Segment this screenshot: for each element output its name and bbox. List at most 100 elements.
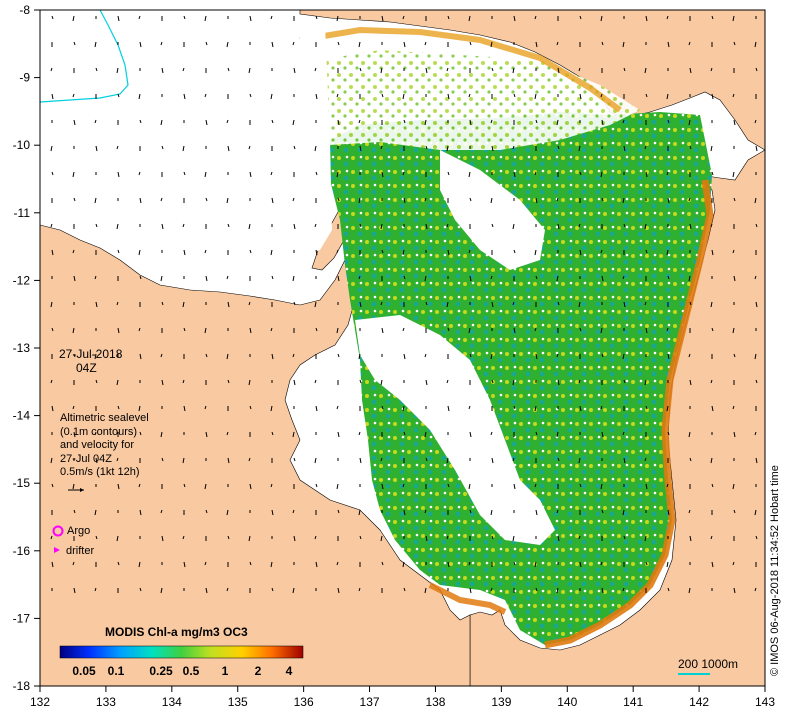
velocity-arrow [755,457,758,464]
velocity-arrow [601,353,604,358]
velocity-arrow [337,353,340,358]
velocity-arrow [491,145,494,152]
drifter-symbol [54,547,60,553]
velocity-arrow [688,431,691,438]
velocity-arrow [72,327,75,334]
velocity-arrow [381,93,384,98]
velocity-arrow [359,67,362,72]
velocity-arrow [381,483,384,490]
velocity-arrow [226,431,229,436]
velocity-arrow [248,145,251,150]
velocity-arrow [403,509,406,516]
velocity-arrow [293,223,296,230]
velocity-arrow [381,327,384,334]
velocity-arrow [622,119,625,124]
velocity-arrow [161,457,164,462]
velocity-arrow [733,197,736,202]
velocity-arrow [314,223,317,228]
cloud-gap [355,315,555,545]
velocity-arrow [227,301,230,308]
velocity-arrow [204,405,207,410]
velocity-arrow [601,119,604,126]
velocity-arrow [644,379,647,386]
velocity-arrow [623,67,626,72]
velocity-arrow [689,67,692,74]
velocity-arrow [249,249,252,254]
velocity-arrow [556,275,559,282]
velocity-arrow [469,509,472,514]
x-tick-label: 140 [557,695,577,709]
velocity-arrow [271,509,274,516]
velocity-arrow [139,431,142,436]
velocity-arrow [710,457,713,464]
velocity-arrow [666,171,669,176]
velocity-arrow [490,275,493,280]
velocity-arrow [534,561,537,568]
velocity-arrow [623,457,626,464]
velocity-arrow [667,353,670,360]
velocity-arrow [358,587,361,592]
colorbar-label: 2 [255,664,262,678]
velocity-arrow [182,67,185,72]
velocity-arrow [600,171,603,178]
velocity-arrow [292,509,295,514]
x-tick-label: 133 [96,695,116,709]
velocity-arrow [117,561,120,566]
velocity-arrow [535,509,538,516]
velocity-arrow [380,145,383,150]
velocity-arrow [293,535,296,542]
velocity-arrow [51,405,54,412]
velocity-arrow [688,587,691,594]
velocity-arrow [732,405,735,410]
velocity-arrow [293,67,296,74]
velocity-arrow [358,41,361,48]
velocity-arrow [535,41,538,48]
velocity-arrow [645,483,648,490]
velocity-arrow [425,67,428,74]
velocity-arrow [754,353,757,360]
velocity-arrow [160,119,163,126]
velocity-arrow [644,301,647,306]
velocity-arrow [600,327,603,334]
velocity-arrow [380,379,383,386]
velocity-arrow [292,41,295,46]
velocity-arrow [601,197,604,202]
velocity-arrow [116,67,119,74]
velocity-arrow [622,275,625,280]
velocity-arrow [95,379,98,384]
velocity-arrow [336,171,339,178]
velocity-arrow [182,145,185,152]
velocity-arrow [666,405,669,412]
velocity-arrow [490,41,493,48]
legend-drifter-label: drifter [66,545,95,557]
velocity-arrow [733,353,736,358]
velocity-arrow [293,301,296,306]
velocity-arrow [754,275,757,280]
velocity-arrow [336,405,339,410]
velocity-arrow [248,67,251,74]
velocity-arrow [183,327,186,332]
velocity-arrow [205,119,208,126]
velocity-arrow [447,93,450,100]
y-tick-label: -10 [13,138,31,152]
velocity-arrow [733,431,736,438]
velocity-arrow [711,93,714,100]
velocity-arrow [578,223,581,228]
velocity-arrow [468,93,471,98]
velocity-arrow [336,561,339,566]
velocity-arrow [754,509,757,516]
velocity-arrow [336,15,339,22]
colorbar-label: 0.05 [72,664,96,678]
velocity-arrow [469,353,472,358]
velocity-arrow [403,431,406,436]
velocity-arrow [601,431,604,438]
velocity-arrow [72,171,75,178]
velocity-arrow [271,587,274,592]
velocity-arrow [534,405,537,412]
velocity-arrow [205,353,208,358]
velocity-arrow [689,535,692,542]
velocity-arrow [248,379,251,386]
velocity-arrow [710,67,713,72]
velocity-arrow [117,483,120,490]
